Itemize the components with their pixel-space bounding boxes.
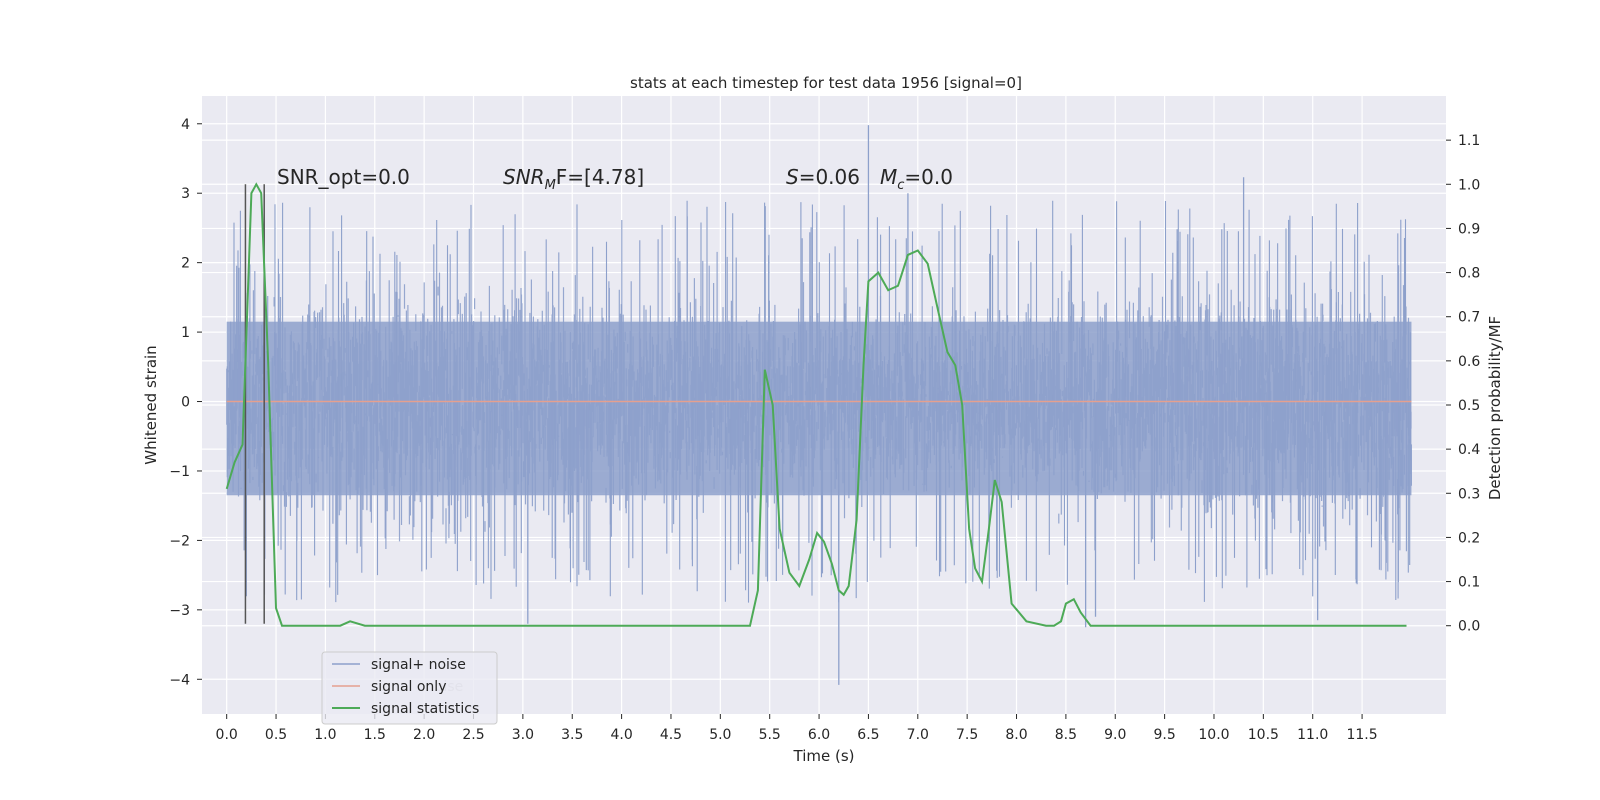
y-left-axis-label: Whitened strain <box>142 345 160 464</box>
x-tick-label-2: 1.0 <box>314 727 336 743</box>
yr-tick-label-4: 0.7 <box>1458 310 1480 326</box>
x-tick-label-6: 3.0 <box>512 727 534 743</box>
yr-tick-label-7: 0.4 <box>1458 442 1480 458</box>
yr-tick-label-2: 0.9 <box>1458 221 1480 237</box>
x-tick-label-13: 6.5 <box>857 727 879 743</box>
annotation-mc: Mc=0.0 <box>880 165 953 193</box>
x-tick-label-8: 4.0 <box>610 727 632 743</box>
snr-mf-sub: M <box>545 178 556 193</box>
s-value: =0.06 <box>799 165 860 189</box>
x-tick-label-1: 0.5 <box>265 727 287 743</box>
yr-tick-label-8: 0.3 <box>1458 486 1480 502</box>
yr-tick-label-5: 0.6 <box>1458 354 1480 370</box>
x-tick-label-9: 4.5 <box>660 727 682 743</box>
x-tick-label-22: 11.0 <box>1297 727 1328 743</box>
mc-symbol: M <box>880 165 897 189</box>
yl-tick-label-8: −4 <box>169 672 190 688</box>
y-right-axis-ticks: 1.1 1.0 0.9 0.8 0.7 0.6 0.5 0.4 0.3 0.2 0.1 0.0 <box>1446 133 1480 635</box>
annotation-snr-opt: SNR_opt=0.0 <box>277 165 410 189</box>
y-left-axis-ticks: 4 3 2 1 0 −1 −2 −3 −4 <box>169 117 202 688</box>
yl-tick-label-6: −2 <box>169 533 190 549</box>
snr-mf-main: SNR <box>503 165 545 189</box>
snr-mf-rest: F=[4.78] <box>556 165 644 189</box>
yl-tick-label-3: 1 <box>181 325 190 341</box>
x-tick-label-18: 9.0 <box>1104 727 1126 743</box>
yr-tick-label-0: 1.1 <box>1458 133 1480 149</box>
yr-tick-label-3: 0.8 <box>1458 266 1480 282</box>
s-symbol: S <box>786 165 799 189</box>
x-tick-label-20: 10.0 <box>1198 727 1229 743</box>
annotation-s: S=0.06 <box>786 165 860 189</box>
x-tick-label-5: 2.5 <box>462 727 484 743</box>
annotation-snr-mf: SNRMF=[4.78] <box>503 165 644 193</box>
x-tick-label-23: 11.5 <box>1346 727 1377 743</box>
yr-tick-label-9: 0.2 <box>1458 530 1480 546</box>
x-tick-label-0: 0.0 <box>216 727 238 743</box>
mc-value: =0.0 <box>904 165 953 189</box>
x-axis-ticks: 0.0 0.5 1.0 1.5 2.0 2.5 3.0 3.5 4.0 4.5 5.0 5.5 6.0 6… <box>216 714 1378 743</box>
x-tick-label-11: 5.5 <box>759 727 781 743</box>
legend: noise signal+ noise signal only signal s… <box>321 651 498 725</box>
legend-label-signal-noise: signal+ noise <box>371 657 466 673</box>
x-tick-label-12: 6.0 <box>808 727 830 743</box>
yr-tick-label-1: 1.0 <box>1458 177 1480 193</box>
x-tick-label-3: 1.5 <box>364 727 386 743</box>
legend-label-signal-only: signal only <box>371 679 446 695</box>
series-signal-statistics <box>225 182 1407 627</box>
yl-tick-label-7: −3 <box>169 603 190 619</box>
x-tick-label-17: 8.5 <box>1055 727 1077 743</box>
x-tick-label-16: 8.0 <box>1005 727 1027 743</box>
series-signal-noise <box>226 125 1412 685</box>
yl-tick-label-2: 2 <box>181 256 190 272</box>
chart-title: stats at each timestep for test data 195… <box>630 74 1022 92</box>
legend-box <box>321 651 498 725</box>
yr-tick-label-10: 0.1 <box>1458 575 1480 591</box>
noise-spikes <box>233 200 1411 603</box>
yl-tick-label-5: −1 <box>169 464 190 480</box>
y-right-axis-label: Detection probability/MF <box>1486 316 1504 500</box>
x-tick-label-15: 7.5 <box>956 727 978 743</box>
x-tick-label-10: 5.0 <box>709 727 731 743</box>
yr-tick-label-6: 0.5 <box>1458 398 1480 414</box>
x-tick-label-14: 7.0 <box>907 727 929 743</box>
x-tick-label-19: 9.5 <box>1153 727 1175 743</box>
x-tick-label-4: 2.0 <box>413 727 435 743</box>
yl-tick-label-0: 4 <box>181 117 190 133</box>
x-tick-label-7: 3.5 <box>561 727 583 743</box>
mc-sub: c <box>897 178 904 193</box>
legend-label-signal-statistics: signal statistics <box>371 701 479 717</box>
yr-tick-label-11: 0.0 <box>1458 619 1480 635</box>
yl-tick-label-1: 3 <box>181 186 190 202</box>
x-tick-label-21: 10.5 <box>1248 727 1279 743</box>
x-axis-label: Time (s) <box>793 747 855 765</box>
yl-tick-label-4: 0 <box>181 395 190 411</box>
